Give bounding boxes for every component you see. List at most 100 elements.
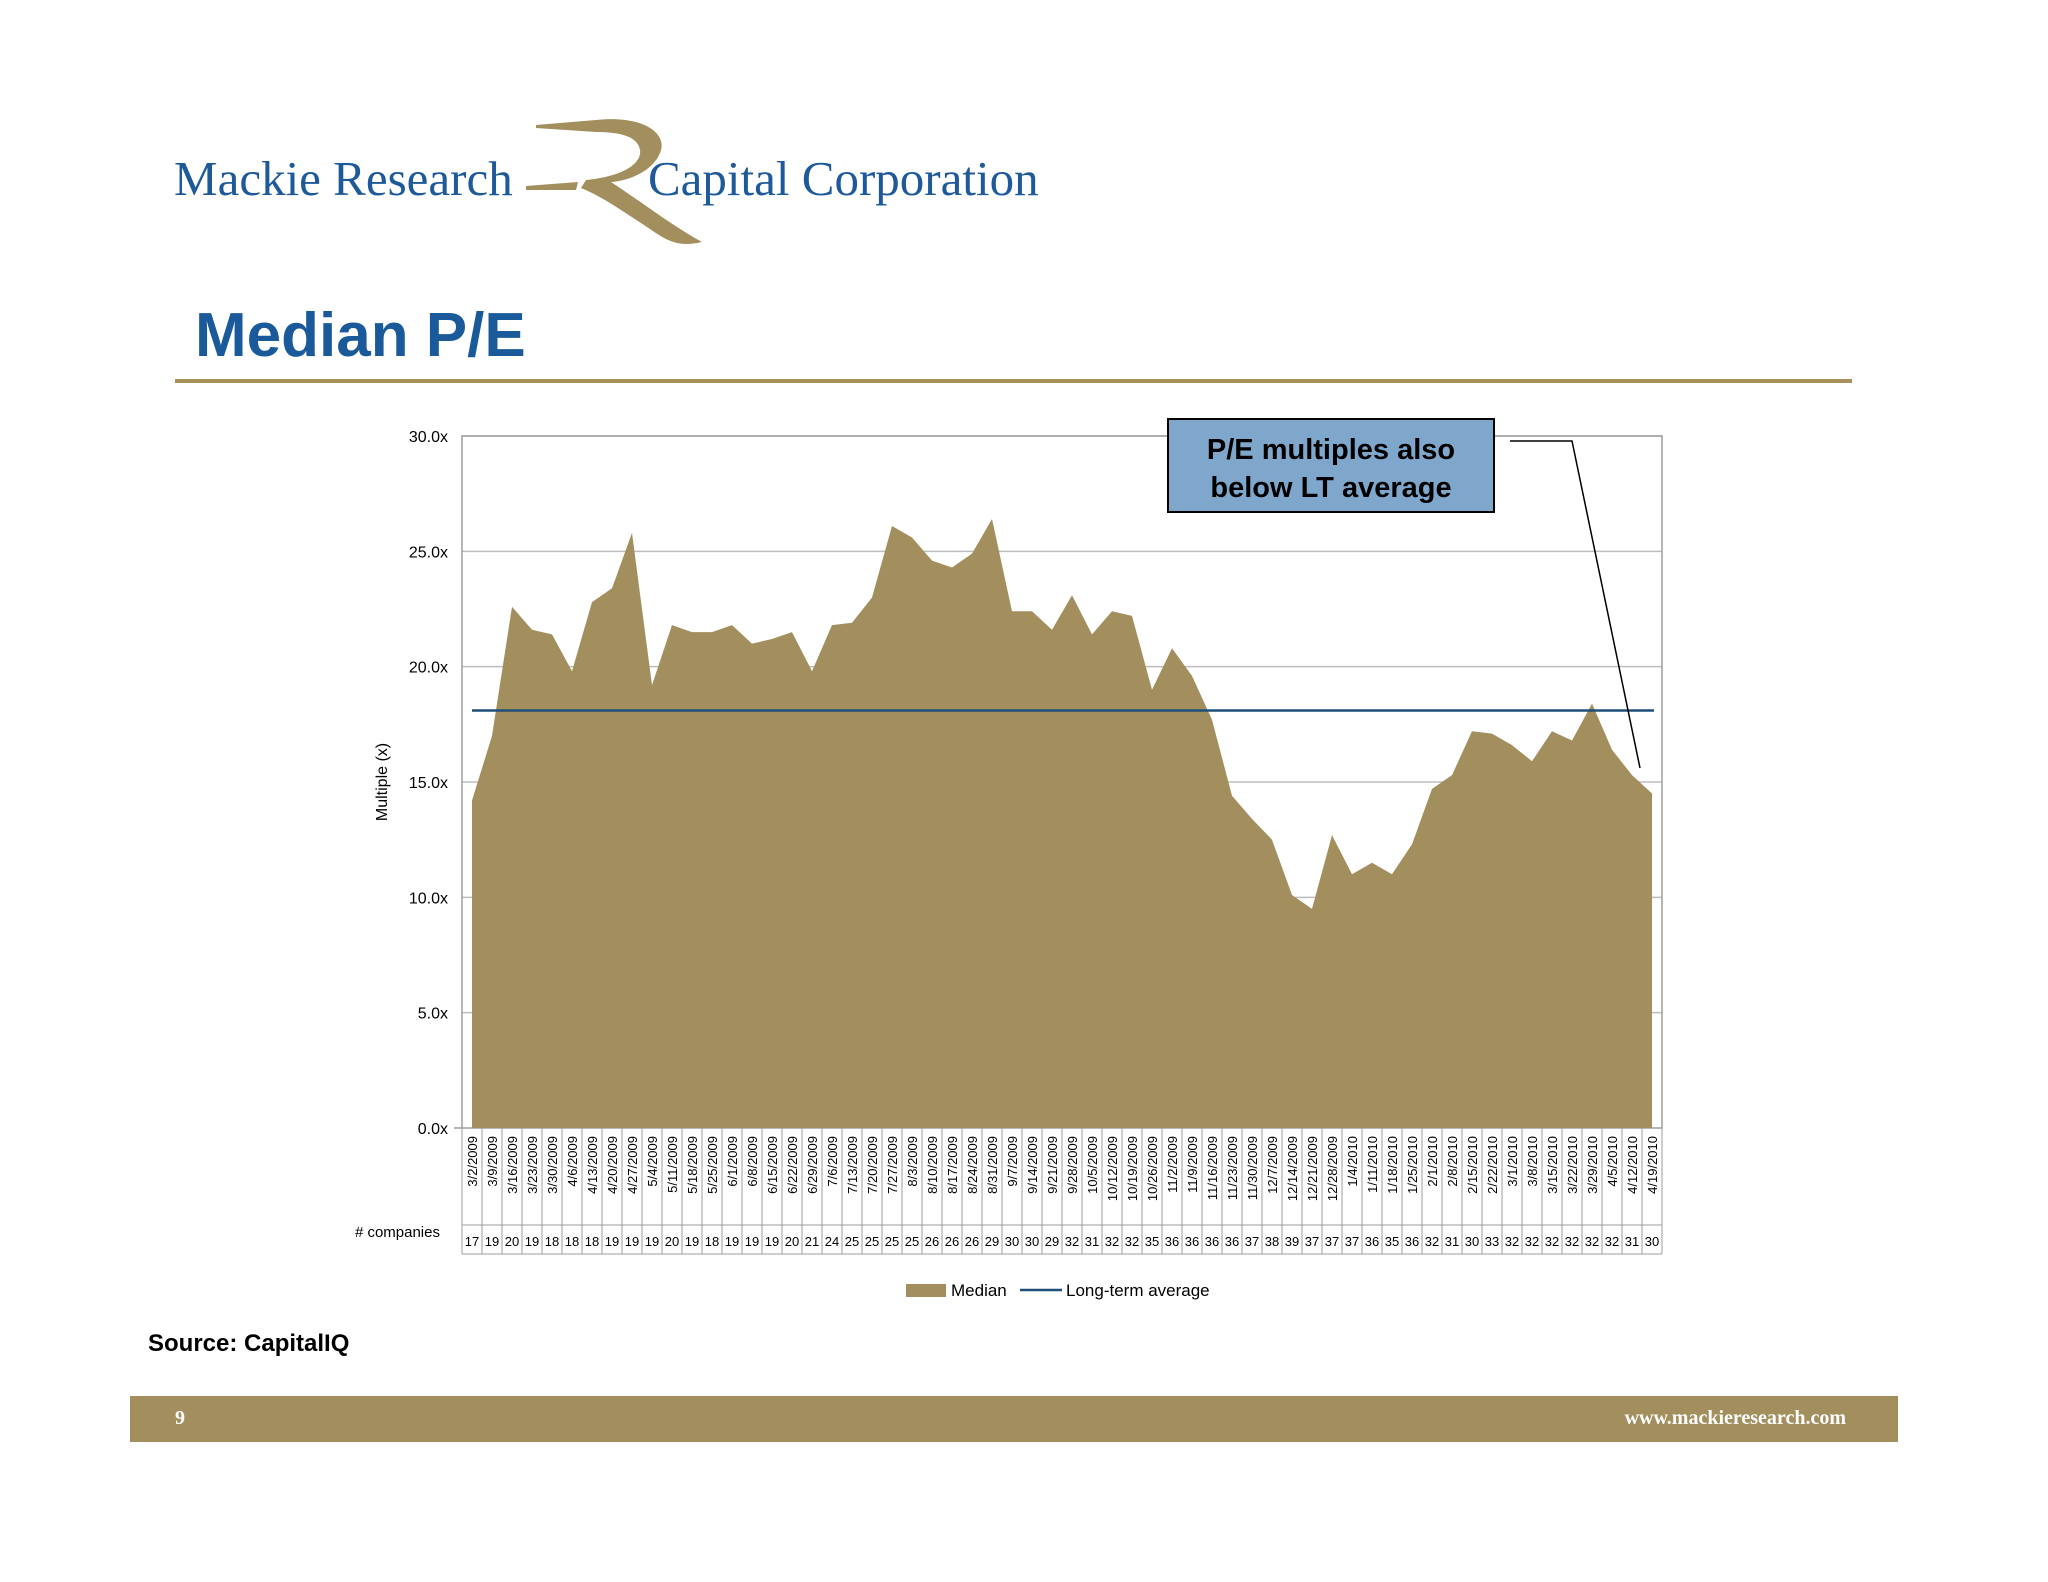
x-tick-label: 11/16/2009 bbox=[1205, 1136, 1220, 1200]
companies-count: 32 bbox=[1585, 1234, 1599, 1249]
companies-count: 19 bbox=[625, 1234, 639, 1249]
companies-count: 32 bbox=[1565, 1234, 1579, 1249]
y-tick-label: 0.0x bbox=[418, 1121, 448, 1138]
x-tick-label: 5/18/2009 bbox=[685, 1136, 700, 1194]
median-area bbox=[472, 519, 1652, 1128]
companies-count: 30 bbox=[1645, 1234, 1659, 1249]
y-tick-label: 20.0x bbox=[409, 660, 448, 677]
companies-count: 32 bbox=[1105, 1234, 1119, 1249]
companies-count: 20 bbox=[665, 1234, 679, 1249]
companies-count: 36 bbox=[1165, 1234, 1179, 1249]
x-tick-label: 9/21/2009 bbox=[1045, 1136, 1060, 1194]
x-tick-label: 12/14/2009 bbox=[1285, 1136, 1300, 1201]
companies-count: 24 bbox=[825, 1234, 839, 1249]
y-tick-label: 25.0x bbox=[409, 544, 448, 561]
x-tick-label: 6/22/2009 bbox=[785, 1136, 800, 1194]
x-tick-label: 7/27/2009 bbox=[885, 1136, 900, 1194]
companies-table: 3/2/2009 3/9/2009 3/16/2009 3/23/2009 3/30/2… bbox=[355, 1128, 1663, 1255]
y-tick-label: 5.0x bbox=[418, 1006, 448, 1023]
companies-count: 25 bbox=[885, 1234, 899, 1249]
x-tick-label: 11/9/2009 bbox=[1185, 1136, 1200, 1193]
x-tick-label: 3/16/2009 bbox=[505, 1136, 520, 1194]
x-tick-label: 3/9/2009 bbox=[485, 1136, 500, 1187]
companies-count: 29 bbox=[1045, 1234, 1059, 1249]
companies-count: 33 bbox=[1485, 1234, 1499, 1249]
companies-count: 21 bbox=[805, 1234, 819, 1249]
x-tick-label: 6/29/2009 bbox=[805, 1136, 820, 1194]
chart-axes: 0.0x 5.0x 10.0x 15.0x 20.0x 25.0x 30.0x Multipl… bbox=[374, 429, 462, 1138]
companies-count: 32 bbox=[1505, 1234, 1519, 1249]
x-tick-label: 3/22/2010 bbox=[1565, 1136, 1580, 1194]
companies-count: 19 bbox=[525, 1234, 539, 1249]
x-tick-label: 6/15/2009 bbox=[765, 1136, 780, 1194]
companies-count: 19 bbox=[645, 1234, 659, 1249]
companies-count: 30 bbox=[1465, 1234, 1479, 1249]
x-tick-label: 8/24/2009 bbox=[965, 1136, 980, 1194]
x-tick-label: 9/7/2009 bbox=[1005, 1136, 1020, 1187]
x-tick-label: 7/20/2009 bbox=[865, 1136, 880, 1194]
companies-count: 32 bbox=[1125, 1234, 1139, 1249]
companies-count: 19 bbox=[485, 1234, 499, 1249]
y-axis-title: Multiple (x) bbox=[374, 743, 391, 821]
x-tick-label: 3/30/2009 bbox=[545, 1136, 560, 1194]
companies-count: 25 bbox=[865, 1234, 879, 1249]
y-tick-label: 10.0x bbox=[409, 890, 448, 907]
x-tick-label: 2/15/2010 bbox=[1465, 1136, 1480, 1194]
companies-row-label: # companies bbox=[355, 1224, 440, 1241]
companies-count: 18 bbox=[705, 1234, 719, 1249]
logo-text-right: Capital Corporation bbox=[648, 151, 1039, 206]
x-tick-label: 9/28/2009 bbox=[1065, 1136, 1080, 1194]
companies-count: 32 bbox=[1425, 1234, 1439, 1249]
x-tick-label: 10/5/2009 bbox=[1085, 1136, 1100, 1194]
x-tick-label: 12/7/2009 bbox=[1265, 1136, 1280, 1194]
companies-count: 35 bbox=[1385, 1234, 1399, 1249]
title-divider bbox=[175, 379, 1852, 383]
companies-count: 17 bbox=[465, 1234, 479, 1249]
companies-count: 32 bbox=[1605, 1234, 1619, 1249]
companies-count: 37 bbox=[1245, 1234, 1259, 1249]
companies-count: 19 bbox=[745, 1234, 759, 1249]
x-tick-label: 1/18/2010 bbox=[1385, 1136, 1400, 1194]
x-tick-label: 3/2/2009 bbox=[465, 1136, 480, 1187]
y-tick-label: 30.0x bbox=[409, 429, 448, 446]
companies-count: 36 bbox=[1185, 1234, 1199, 1249]
companies-count: 20 bbox=[785, 1234, 799, 1249]
companies-count: 18 bbox=[585, 1234, 599, 1249]
companies-count: 30 bbox=[1025, 1234, 1039, 1249]
page-title: Median P/E bbox=[195, 301, 526, 370]
x-tick-label: 8/17/2009 bbox=[945, 1136, 960, 1194]
x-tick-label: 12/28/2009 bbox=[1325, 1136, 1340, 1201]
companies-count: 26 bbox=[925, 1234, 939, 1249]
x-tick-label: 1/11/2010 bbox=[1365, 1136, 1380, 1193]
companies-count: 20 bbox=[505, 1234, 519, 1249]
company-logo: Mackie Research Capital Corporation bbox=[174, 110, 1074, 260]
x-tick-label: 4/19/2010 bbox=[1645, 1136, 1660, 1194]
annotation-text-line-2: below LT average bbox=[1210, 472, 1451, 504]
companies-count: 36 bbox=[1205, 1234, 1219, 1249]
x-tick-label: 11/30/2009 bbox=[1245, 1136, 1260, 1200]
x-tick-label: 4/12/2010 bbox=[1625, 1136, 1640, 1194]
x-tick-label: 5/11/2009 bbox=[665, 1136, 680, 1193]
companies-count: 26 bbox=[945, 1234, 959, 1249]
y-tick-label: 15.0x bbox=[409, 775, 448, 792]
x-tick-label: 11/23/2009 bbox=[1225, 1136, 1240, 1200]
companies-count: 30 bbox=[1005, 1234, 1019, 1249]
x-tick-label: 4/13/2009 bbox=[585, 1136, 600, 1194]
website-link[interactable]: www.mackieresearch.com bbox=[1624, 1407, 1846, 1429]
x-tick-label: 7/6/2009 bbox=[825, 1136, 840, 1187]
x-tick-label: 10/12/2009 bbox=[1105, 1136, 1120, 1201]
x-tick-label: 8/31/2009 bbox=[985, 1136, 1000, 1194]
legend-median-swatch bbox=[906, 1284, 946, 1297]
x-tick-label: 3/23/2009 bbox=[525, 1136, 540, 1194]
annotation-leader-line bbox=[1510, 440, 1641, 769]
x-tick-label: 8/10/2009 bbox=[925, 1136, 940, 1194]
x-tick-label: 2/1/2010 bbox=[1425, 1136, 1440, 1187]
annotation-box bbox=[1167, 418, 1495, 513]
x-tick-label: 9/14/2009 bbox=[1025, 1136, 1040, 1194]
companies-count: 19 bbox=[685, 1234, 699, 1249]
legend-average-label: Long-term average bbox=[1066, 1281, 1210, 1300]
x-tick-label: 2/8/2010 bbox=[1445, 1136, 1460, 1187]
companies-count: 25 bbox=[845, 1234, 859, 1249]
companies-count: 19 bbox=[605, 1234, 619, 1249]
